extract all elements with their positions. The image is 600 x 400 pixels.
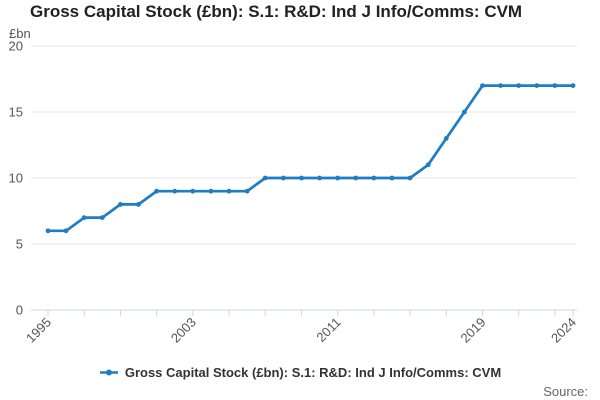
data-point[interactable] (534, 83, 540, 88)
data-point[interactable] (262, 175, 268, 181)
data-point[interactable] (226, 188, 232, 194)
data-point[interactable] (136, 202, 141, 207)
data-point[interactable] (118, 202, 123, 207)
plot-area: 0 5 10 15 20£bn 1995 2003 2011 2019 2024 (9, 26, 580, 346)
data-point[interactable] (81, 215, 87, 221)
data-point[interactable] (280, 175, 286, 181)
data-point[interactable] (353, 175, 359, 181)
data-point[interactable] (498, 83, 503, 88)
legend-line-dot-marker-icon (99, 369, 118, 376)
data-point[interactable] (570, 83, 576, 88)
x-tick-label: 2019 (458, 315, 489, 346)
data-point[interactable] (208, 188, 214, 194)
y-tick-label: 15 (9, 105, 23, 120)
series-line (46, 84, 575, 233)
data-point[interactable] (371, 175, 377, 181)
y-axis-unit-label: £bn (9, 26, 31, 41)
data-point[interactable] (63, 228, 69, 234)
x-tick-label: 2024 (548, 315, 579, 346)
data-point[interactable] (45, 228, 51, 234)
y-tick-label: 20 (9, 39, 23, 54)
data-point[interactable] (389, 175, 395, 181)
data-point[interactable] (244, 188, 250, 194)
y-tick-label: 10 (9, 171, 23, 186)
data-point[interactable] (552, 83, 558, 88)
data-point[interactable] (480, 83, 485, 88)
data-point[interactable] (461, 109, 467, 115)
legend-label: Gross Capital Stock (£bn): S.1: R&D: Ind… (124, 365, 502, 380)
data-point[interactable] (317, 175, 322, 181)
data-point[interactable] (335, 175, 341, 181)
y-tick-label: 0 (16, 303, 23, 318)
x-tick-label: 1995 (23, 315, 54, 346)
data-point[interactable] (190, 188, 196, 194)
data-point[interactable] (425, 162, 431, 168)
legend-item[interactable]: Gross Capital Stock (£bn): S.1: R&D: Ind… (0, 365, 600, 380)
data-point[interactable] (443, 136, 449, 141)
data-point[interactable] (407, 175, 413, 181)
data-point[interactable] (154, 188, 160, 194)
x-tick-label: 2011 (313, 315, 343, 345)
data-point[interactable] (172, 188, 178, 194)
x-tick-label: 2003 (168, 315, 199, 346)
chart-title: Gross Capital Stock (£bn): S.1: R&D: Ind… (30, 2, 523, 21)
source-label: Source: (543, 384, 588, 399)
data-point[interactable] (99, 215, 105, 221)
data-point[interactable] (516, 83, 522, 88)
y-tick-label: 5 (16, 237, 23, 252)
data-point[interactable] (299, 175, 304, 181)
